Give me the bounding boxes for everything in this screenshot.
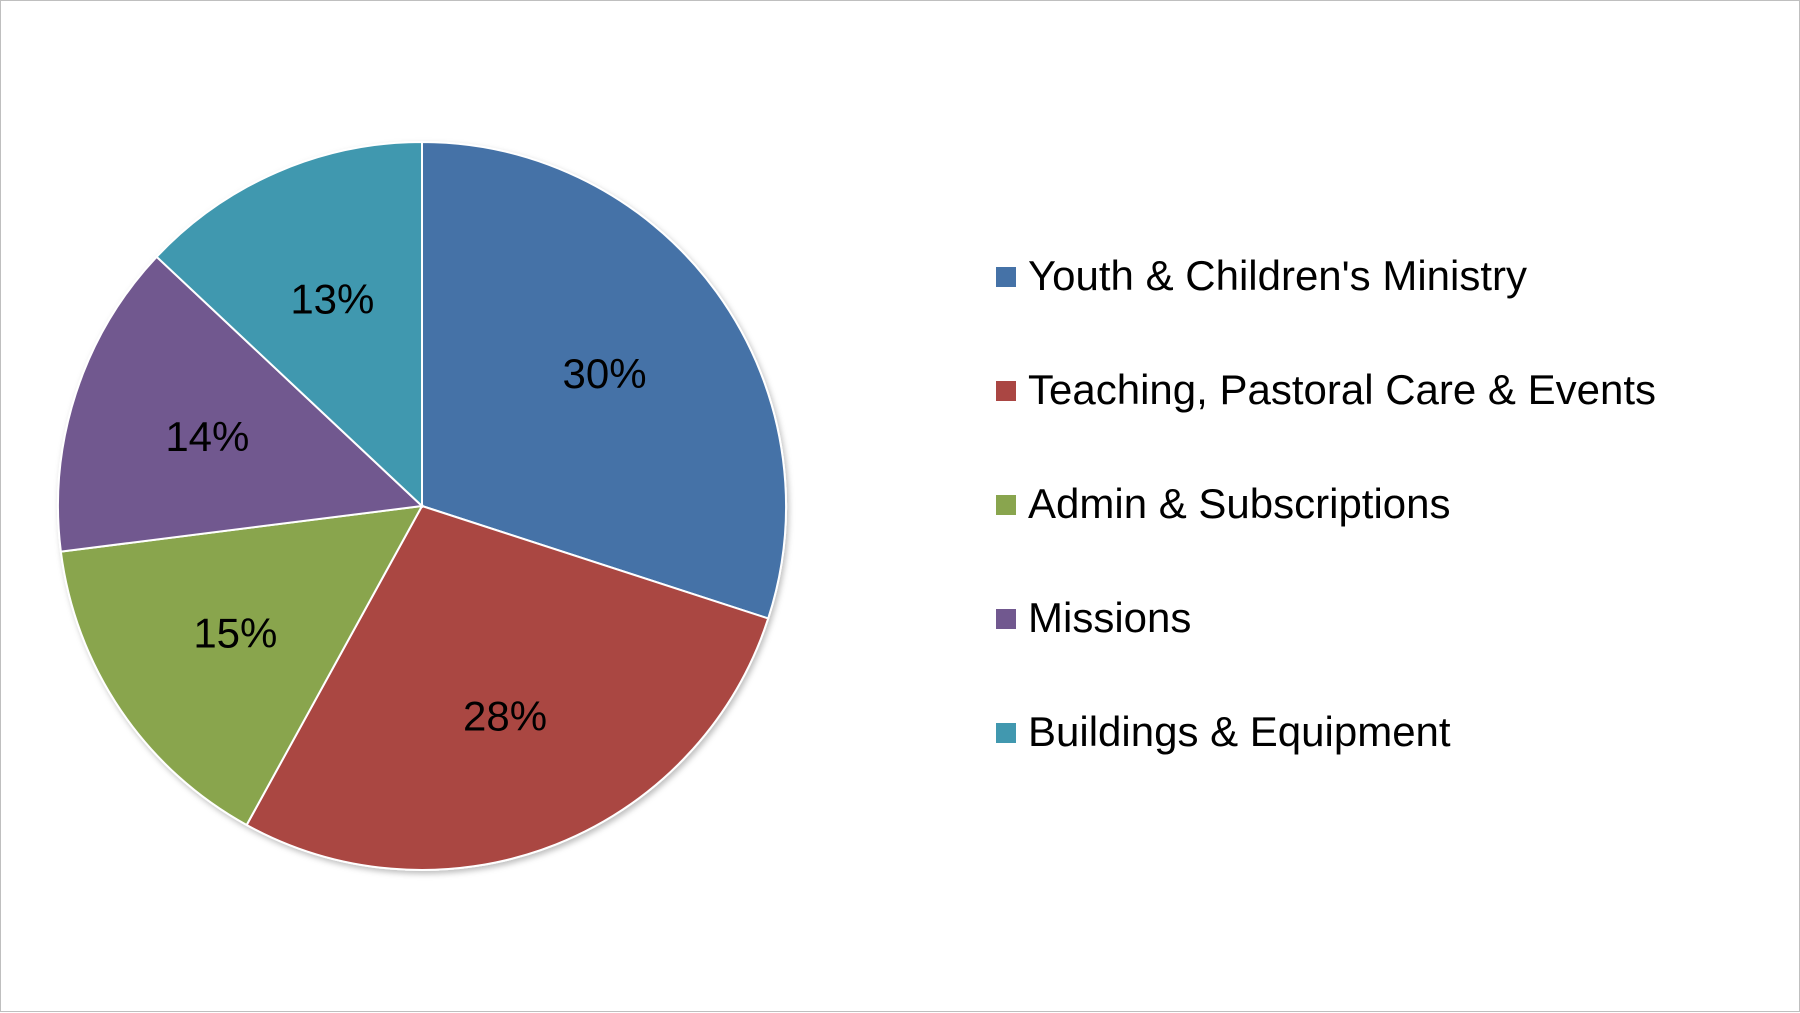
legend-swatch: [996, 381, 1016, 401]
pie-slice-teaching-pastoral-care-events: [245, 504, 770, 871]
slice-label-teaching-pastoral-care-events: 28%: [463, 692, 547, 739]
legend-label: Missions: [1028, 594, 1192, 641]
slice-label-buildings-equipment: 13%: [290, 275, 374, 322]
pie-slice-youth-children-s-ministry: [421, 140, 787, 620]
legend-label: Youth & Children's Ministry: [1028, 252, 1528, 299]
legend-item-admin-subscriptions: Admin & Subscriptions: [996, 479, 1756, 593]
slice-label-admin-subscriptions: 15%: [193, 609, 277, 656]
legend: Youth & Children's Ministry Teaching, Pa…: [996, 251, 1756, 821]
legend-swatch: [996, 609, 1016, 629]
legend-swatch: [996, 495, 1016, 515]
legend-label: Teaching, Pastoral Care & Events: [1028, 366, 1656, 413]
pie-slice-missions: [57, 255, 425, 553]
legend-label: Admin & Subscriptions: [1028, 480, 1451, 527]
legend-swatch: [996, 267, 1016, 287]
pie-slice-buildings-equipment: [155, 140, 423, 509]
slice-label-youth-children-s-ministry: 30%: [563, 350, 647, 397]
pie-slice-admin-subscriptions: [59, 504, 424, 827]
slice-label-missions: 14%: [165, 413, 249, 460]
legend-item-missions: Missions: [996, 593, 1756, 707]
legend-swatch: [996, 723, 1016, 743]
legend-item-youth-childrens-ministry: Youth & Children's Ministry: [996, 251, 1756, 365]
legend-item-teaching-pastoral-care-events: Teaching, Pastoral Care & Events: [996, 365, 1756, 479]
legend-item-buildings-equipment: Buildings & Equipment: [996, 707, 1756, 821]
legend-label: Buildings & Equipment: [1028, 708, 1451, 755]
